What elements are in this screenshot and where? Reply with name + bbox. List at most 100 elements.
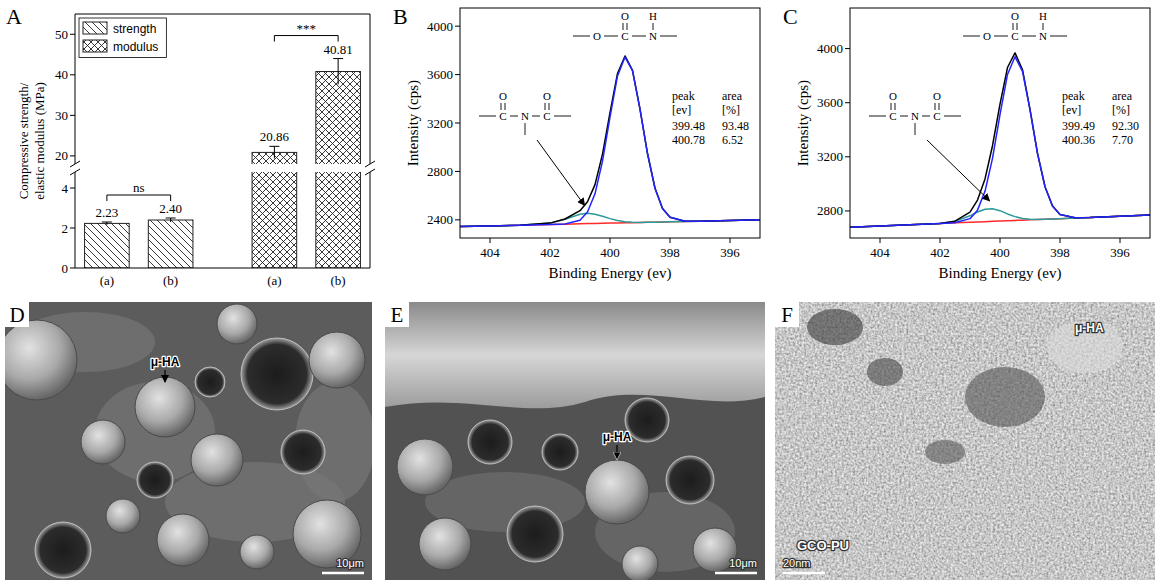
bond	[545, 103, 546, 110]
data-label: 2.40	[159, 201, 182, 216]
atom-label: O	[889, 90, 897, 102]
x-tick	[1120, 238, 1121, 243]
atom-label: C	[933, 110, 940, 122]
y-tick-label: 40	[55, 67, 68, 82]
atom-label: O	[983, 30, 991, 42]
x-axis-title: Binding Energy (ev)	[548, 265, 671, 282]
curves	[850, 53, 1150, 227]
y-tick-label: 50	[55, 27, 68, 42]
error-cap	[333, 58, 343, 59]
micrograph-label: μ-HA	[151, 355, 180, 369]
x-tick	[730, 238, 731, 243]
fracture-surface	[385, 302, 765, 408]
break-mark	[365, 161, 375, 167]
y-tick	[70, 115, 75, 116]
y-tick	[70, 228, 75, 229]
bond	[944, 116, 961, 117]
error-cap	[102, 222, 112, 223]
y-tick	[70, 34, 75, 35]
bond	[604, 36, 618, 37]
bond	[549, 103, 550, 110]
panel-letter: D	[9, 303, 24, 327]
error-bar	[333, 59, 343, 85]
x-tick-label: 404	[480, 245, 500, 260]
panel-letter-box	[775, 302, 799, 327]
bond	[505, 103, 506, 110]
microsphere	[81, 420, 125, 464]
micrograph	[775, 302, 1155, 580]
bond	[510, 116, 518, 117]
frame	[75, 14, 370, 15]
error-cap	[166, 218, 176, 219]
bond	[501, 103, 502, 110]
table-header: peak	[1062, 89, 1085, 103]
frame	[370, 14, 371, 164]
pore	[625, 398, 669, 442]
atom-label: C	[543, 110, 550, 122]
y-tick	[70, 188, 75, 189]
figure: 02420304050(a)(b)(a)(b)2.232.4020.8640.8…	[0, 0, 1160, 584]
y-tick	[845, 210, 850, 211]
bond	[653, 23, 654, 30]
table-cell: 400.78	[672, 133, 705, 147]
microsphere	[217, 304, 257, 344]
micrograph-label: GCO-PU	[797, 538, 849, 553]
atom-label: N	[649, 30, 657, 42]
microsphere	[191, 434, 243, 486]
significance-label: ***	[297, 21, 317, 36]
spectrum-line	[850, 53, 1150, 227]
bond	[479, 116, 496, 117]
bond	[935, 103, 936, 110]
x-axis-title: Binding Energy (ev)	[938, 265, 1061, 282]
table-cell: 399.48	[672, 119, 705, 133]
x-tick-label: 400	[600, 245, 620, 260]
urethane-structure: OCNOH	[573, 10, 677, 42]
x-tick	[1060, 238, 1061, 243]
atom-label: N	[1039, 30, 1047, 42]
panel-letter: F	[781, 303, 793, 327]
table-header: area	[722, 89, 743, 103]
particle	[925, 440, 965, 464]
particle	[807, 309, 863, 345]
panel-letter-box	[5, 302, 29, 327]
y-axis	[75, 172, 76, 268]
bond	[660, 36, 677, 37]
y-tick-label: 4000	[427, 19, 453, 34]
microsphere	[5, 320, 77, 400]
micrograph	[5, 302, 372, 580]
y-tick-label: 3600	[817, 95, 843, 110]
atom-label: C	[621, 30, 628, 42]
x-axis	[75, 268, 370, 269]
bond	[895, 103, 896, 110]
y-tick	[845, 102, 850, 103]
microsphere	[240, 535, 274, 569]
bond	[632, 36, 646, 37]
bars	[85, 59, 361, 268]
spectrum-line	[460, 57, 760, 226]
table-cell: 7.70	[1112, 133, 1133, 147]
x-tick	[940, 238, 941, 243]
significance-label: ns	[133, 180, 145, 195]
bond	[573, 36, 590, 37]
particle	[965, 367, 1045, 427]
frame	[370, 172, 371, 268]
micrograph-label: μ-HA	[1075, 321, 1104, 335]
pore	[666, 456, 714, 504]
y-axis-title: Compressive strength/	[16, 82, 31, 199]
atom-label: O	[1011, 10, 1019, 22]
y-tick	[455, 123, 460, 124]
bond	[869, 116, 886, 117]
microsphere	[397, 439, 453, 495]
break-mark	[365, 169, 375, 175]
y-tick	[845, 48, 850, 49]
y-tick-label: 4000	[817, 41, 843, 56]
bond	[963, 36, 980, 37]
error-bar	[166, 218, 176, 222]
axis-break-band	[76, 164, 370, 172]
arrow	[927, 140, 990, 201]
y-tick-label: 2400	[427, 212, 453, 227]
error-bar	[269, 146, 279, 158]
x-tick-label: (b)	[163, 273, 178, 288]
y-axis-title: elastic modulus (MPa)	[32, 82, 47, 200]
bond	[891, 103, 892, 110]
